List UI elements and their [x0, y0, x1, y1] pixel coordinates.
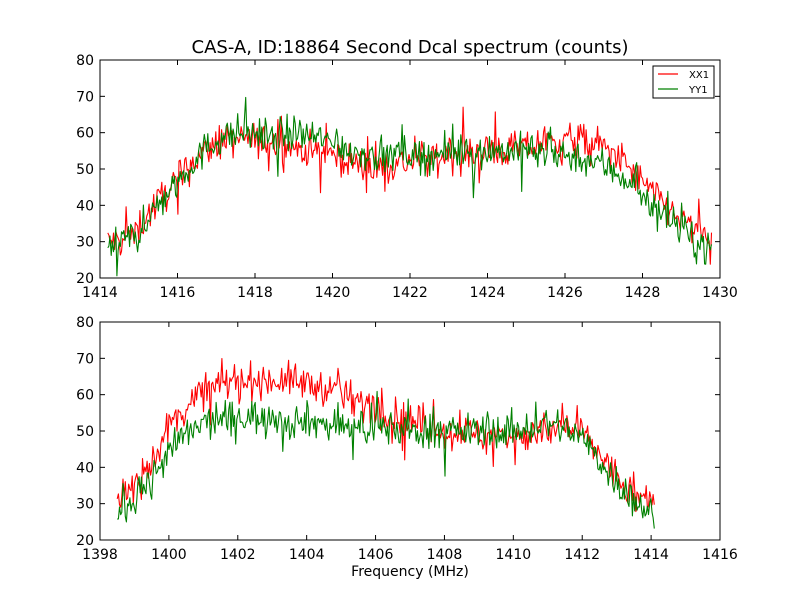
x-tick-label: 1404 — [289, 547, 325, 563]
y-tick-label: 30 — [76, 235, 94, 251]
y-tick-label: 50 — [76, 162, 94, 178]
series-layer-bottom — [116, 357, 655, 529]
y-tick-label: 70 — [76, 89, 94, 105]
spectrum-chart-top: CAS-A, ID:18864 Second Dcal spectrum (co… — [76, 37, 738, 301]
series-line-xx1 — [116, 357, 655, 513]
spectrum-chart-bottom: 1398 1400 1402 1404 1406 1408 1410 1412 1414 1416… — [76, 315, 738, 580]
x-tick-label: 1410 — [496, 547, 532, 563]
x-tick-label: 1422 — [392, 285, 428, 301]
y-tick-label: 60 — [76, 126, 94, 142]
y-ticks-bottom: 20 30 40 50 60 70 80 — [76, 315, 720, 549]
chart-title: CAS-A, ID:18864 Second Dcal spectrum (co… — [192, 37, 629, 58]
y-tick-label: 30 — [76, 497, 94, 513]
x-tick-label: 1416 — [160, 285, 196, 301]
legend-box — [652, 65, 715, 99]
x-tick-label: 1420 — [315, 285, 351, 301]
y-tick-label: 20 — [76, 271, 94, 287]
legend-label-xx1: XX1 — [689, 70, 709, 81]
series-line-yy1 — [117, 390, 655, 529]
y-tick-label: 40 — [76, 198, 94, 214]
y-tick-label: 20 — [76, 533, 94, 549]
x-ticks-top: 1414 1416 1418 1420 1422 1424 1426 1428 1430 — [82, 60, 738, 301]
x-tick-label: 1426 — [547, 285, 583, 301]
plot-area-top — [99, 59, 721, 279]
x-tick-label: 1424 — [470, 285, 506, 301]
x-tick-label: 1400 — [151, 547, 187, 563]
x-tick-label: 1412 — [564, 547, 600, 563]
x-tick-label: 1414 — [633, 547, 669, 563]
series-layer-top — [107, 96, 713, 277]
legend-label-yy1: YY1 — [688, 85, 708, 96]
series-line-xx1 — [107, 106, 713, 265]
x-tick-label: 1398 — [82, 547, 118, 563]
x-tick-label: 1402 — [220, 547, 256, 563]
x-tick-label: 1430 — [702, 285, 738, 301]
y-tick-label: 50 — [76, 424, 94, 440]
series-line-yy1 — [107, 96, 713, 277]
y-tick-label: 40 — [76, 460, 94, 476]
x-tick-label: 1418 — [237, 285, 273, 301]
x-tick-label: 1428 — [625, 285, 661, 301]
x-tick-label: 1416 — [702, 547, 738, 563]
y-tick-label: 80 — [76, 53, 94, 69]
x-tick-label: 1408 — [427, 547, 463, 563]
y-tick-label: 60 — [76, 388, 94, 404]
x-tick-label: 1406 — [358, 547, 394, 563]
y-tick-label: 80 — [76, 315, 94, 331]
x-ticks-bottom: 1398 1400 1402 1404 1406 1408 1410 1412 1414 1416 — [82, 322, 738, 563]
legend: XX1 YY1 — [652, 65, 715, 99]
y-tick-label: 70 — [76, 351, 94, 367]
x-axis-label: Frequency (MHz) — [351, 564, 469, 580]
x-tick-label: 1414 — [82, 285, 118, 301]
y-ticks-top: 20 30 40 50 60 70 80 — [76, 53, 720, 287]
